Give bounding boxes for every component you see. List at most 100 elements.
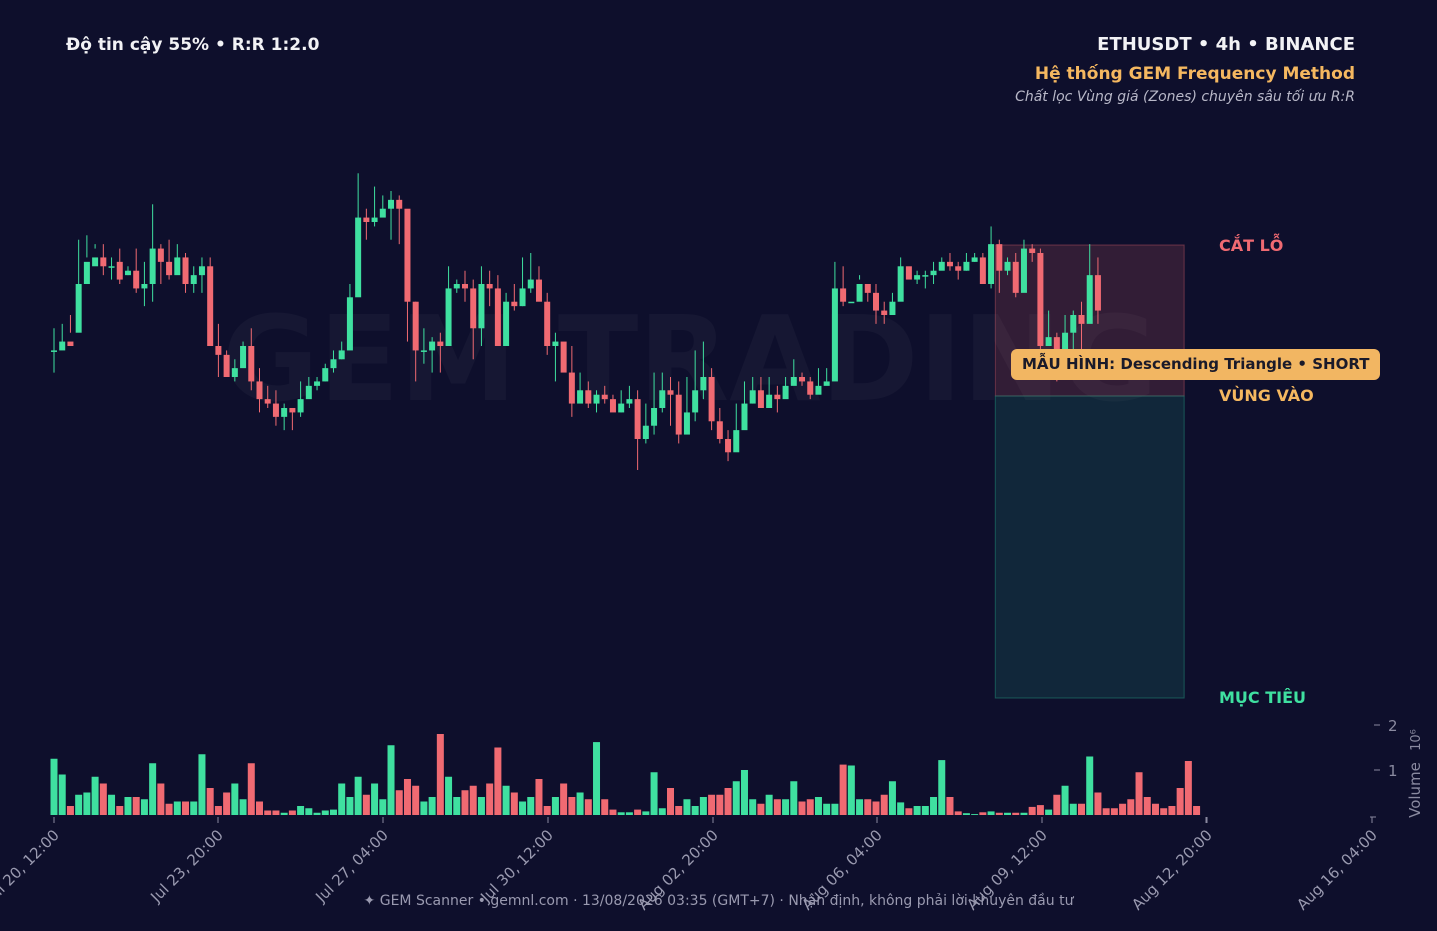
candle-body bbox=[889, 301, 896, 315]
volume-bar bbox=[650, 772, 658, 815]
volume-bar bbox=[913, 806, 921, 815]
candle-body bbox=[733, 430, 740, 453]
candle-body bbox=[1094, 275, 1101, 311]
candle-body bbox=[527, 279, 534, 289]
candle-body bbox=[330, 359, 337, 369]
candle-body bbox=[757, 390, 764, 408]
volume-bar bbox=[798, 801, 806, 815]
footer-disclaimer: ✦ GEM Scanner • gemnl.com · 13/08/2026 0… bbox=[363, 893, 1074, 909]
candle-body bbox=[445, 288, 452, 346]
candle-body bbox=[371, 217, 378, 222]
volume-bar bbox=[1102, 808, 1110, 815]
system-subtitle: Chất lọc Vùng giá (Zones) chuyên sâu tối… bbox=[1015, 89, 1355, 105]
candle-body bbox=[955, 266, 962, 271]
stop-loss-label: CẮT LỖ bbox=[1219, 236, 1284, 255]
candle-body bbox=[807, 381, 814, 395]
volume-bar bbox=[379, 799, 387, 815]
volume-bar bbox=[757, 803, 765, 815]
volume-bar bbox=[494, 747, 502, 815]
pattern-badge: MẪU HÌNH: Descending Triangle • SHORT bbox=[1011, 349, 1381, 380]
volume-bar bbox=[1110, 808, 1118, 815]
target-label: MỤC TIÊU bbox=[1219, 688, 1307, 707]
candle-body bbox=[240, 346, 247, 369]
candle-body bbox=[799, 377, 806, 382]
candle-body bbox=[946, 261, 953, 267]
volume-bar bbox=[609, 809, 617, 815]
candle-body bbox=[922, 275, 929, 277]
volume-bar bbox=[75, 794, 83, 815]
candle-body bbox=[675, 394, 682, 435]
volume-bar bbox=[1086, 756, 1094, 815]
volume-bar bbox=[839, 764, 847, 815]
volume-bar bbox=[823, 803, 831, 815]
volume-tick-label: 1 bbox=[1388, 762, 1398, 780]
volume-bar bbox=[99, 783, 107, 815]
volume-bar bbox=[420, 801, 428, 815]
volume-bar bbox=[716, 794, 724, 815]
system-name: Hệ thống GEM Frequency Method bbox=[1034, 64, 1355, 84]
volume-bar bbox=[91, 776, 99, 815]
volume-bar bbox=[1078, 803, 1085, 815]
candle-body bbox=[1062, 332, 1069, 355]
volume-bar bbox=[182, 801, 190, 815]
volume-bar bbox=[1061, 785, 1069, 815]
volume-bar bbox=[297, 806, 305, 815]
candle-body bbox=[429, 341, 436, 351]
volume-bar bbox=[1045, 809, 1053, 815]
volume-bar bbox=[329, 809, 337, 815]
volume-bar bbox=[436, 734, 444, 815]
candle-body bbox=[404, 208, 411, 302]
volume-bar bbox=[535, 779, 543, 815]
volume-bar bbox=[371, 783, 379, 815]
volume-bar bbox=[403, 779, 411, 815]
candle-body bbox=[881, 310, 888, 315]
volume-bar bbox=[1127, 799, 1135, 815]
candle-body bbox=[124, 270, 131, 276]
volume-bar bbox=[560, 783, 568, 815]
candle-body bbox=[782, 385, 789, 400]
volume-bar bbox=[954, 811, 962, 815]
volume-bar bbox=[946, 797, 954, 815]
candle-body bbox=[322, 368, 329, 382]
volume-bar bbox=[321, 810, 329, 815]
candle-body bbox=[133, 270, 140, 289]
volume-bar bbox=[1176, 788, 1184, 815]
candle-body bbox=[174, 257, 181, 276]
candle-body bbox=[149, 248, 156, 284]
volume-bar bbox=[50, 758, 58, 815]
volume-bar bbox=[765, 794, 773, 815]
confidence-rr-label: Độ tin cậy 55% • R:R 1:2.0 bbox=[66, 35, 320, 55]
candle-body bbox=[840, 288, 847, 302]
candle-body bbox=[503, 301, 510, 346]
volume-bar bbox=[288, 810, 296, 815]
candle-body bbox=[585, 390, 592, 404]
volume-bar bbox=[732, 781, 740, 815]
candle-body bbox=[1053, 337, 1060, 355]
candle-body bbox=[963, 261, 970, 271]
candle-body bbox=[749, 390, 756, 404]
candle-body bbox=[338, 350, 345, 360]
candle-body bbox=[494, 288, 501, 346]
candle-body bbox=[741, 403, 748, 431]
candle-body bbox=[700, 377, 707, 391]
candle-body bbox=[815, 385, 822, 395]
volume-bar bbox=[132, 797, 140, 815]
volume-bar bbox=[428, 797, 436, 815]
volume-bar bbox=[675, 806, 683, 815]
volume-bar bbox=[206, 788, 214, 815]
volume-bar bbox=[814, 797, 822, 815]
volume-bar bbox=[806, 799, 814, 815]
candle-body bbox=[593, 394, 600, 404]
candle-body bbox=[552, 341, 559, 346]
volume-bar bbox=[124, 797, 132, 815]
volume-bar bbox=[149, 763, 157, 815]
candle-body bbox=[1004, 261, 1011, 271]
volume-multiplier: 10⁶ bbox=[1409, 729, 1424, 751]
candle-body bbox=[708, 377, 715, 422]
candle-body bbox=[831, 288, 838, 382]
candle-body bbox=[207, 266, 214, 346]
candle-body bbox=[864, 284, 871, 293]
volume-bar bbox=[280, 812, 288, 815]
volume-bar bbox=[338, 783, 346, 815]
candle-body bbox=[388, 199, 395, 209]
